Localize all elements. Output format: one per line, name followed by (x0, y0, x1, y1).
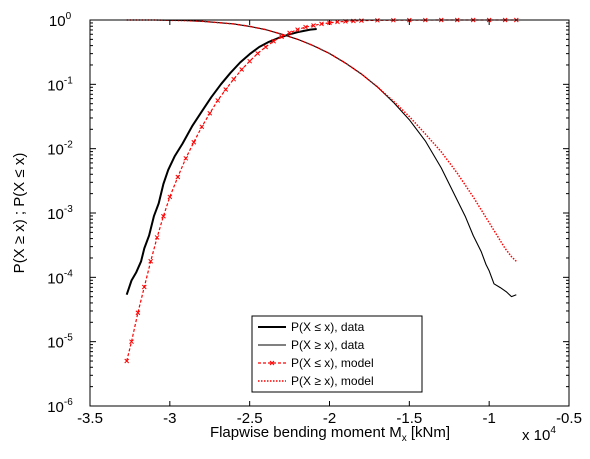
data-point (335, 19, 340, 25)
data-point (124, 358, 130, 364)
data-point (199, 124, 205, 130)
y-tick-label: 10-5 (47, 333, 73, 352)
data-point (359, 18, 364, 23)
data-point (319, 21, 324, 27)
legend-marker (269, 360, 275, 366)
x-tick-label: -3.5 (77, 410, 103, 427)
data-point (135, 310, 141, 316)
data-point (239, 67, 245, 72)
data-point (129, 339, 134, 345)
y-axis-ticks: 100 10-1 10-2 10-3 10-4 10-5 10-6 (47, 11, 569, 416)
x-tick-label: -2.5 (237, 410, 263, 427)
data-point (231, 76, 237, 82)
data-point (191, 139, 197, 145)
x-tick-label: -0.5 (556, 410, 582, 427)
y-tick-label: 10-2 (47, 140, 73, 159)
legend-label: P(X ≥ x), data (291, 338, 365, 352)
x-tick-label: -2 (323, 410, 336, 427)
y-axis-label: P(X ≥ x) ; P(X ≤ x) (11, 153, 28, 274)
legend-items: P(X ≤ x), data P(X ≥ x), data P(X ≤ x), mo… (258, 320, 374, 388)
x-axis-label: Flapwise bending moment Mx [kNm] (210, 424, 450, 444)
data-point (148, 258, 154, 264)
data-point (141, 284, 147, 290)
series-line-4 (126, 19, 517, 262)
data-point (161, 213, 166, 219)
data-point (154, 235, 160, 240)
data-point (303, 24, 308, 30)
y-tick-label: 10-4 (47, 268, 73, 287)
data-point (223, 87, 229, 92)
data-point (271, 38, 276, 44)
x-axis-ticks: -3.5 -3 -2.5 -2 -1.5 -1 -0.5 (77, 20, 582, 427)
x-tick-label: -1.5 (396, 410, 422, 427)
x-tick-label: -1 (482, 410, 495, 427)
legend-label: P(X ≤ x), model (291, 356, 374, 370)
legend-box (251, 315, 423, 393)
legend-label: P(X ≤ x), data (291, 320, 365, 334)
legend: P(X ≤ x), data P(X ≥ x), data P(X ≤ x), mo… (251, 315, 423, 393)
x-axis-multiplier: x 104 (522, 425, 556, 444)
data-point (247, 58, 253, 64)
data-point (295, 27, 300, 33)
data-point (287, 30, 292, 36)
data-point (215, 98, 221, 103)
data-point (279, 34, 284, 40)
legend-label: P(X ≥ x), model (291, 374, 374, 388)
data-point (311, 23, 316, 28)
y-tick-label: 10-3 (47, 204, 73, 223)
y-tick-label: 100 (49, 11, 72, 30)
data-point (167, 194, 173, 200)
y-tick-label: 10-6 (47, 397, 73, 416)
data-point (255, 51, 261, 56)
y-tick-label: 10-1 (47, 75, 73, 94)
data-point (175, 174, 181, 180)
x-tick-label: -3 (163, 410, 176, 427)
data-point (207, 110, 213, 116)
data-point (183, 155, 189, 161)
data-point (263, 44, 268, 50)
